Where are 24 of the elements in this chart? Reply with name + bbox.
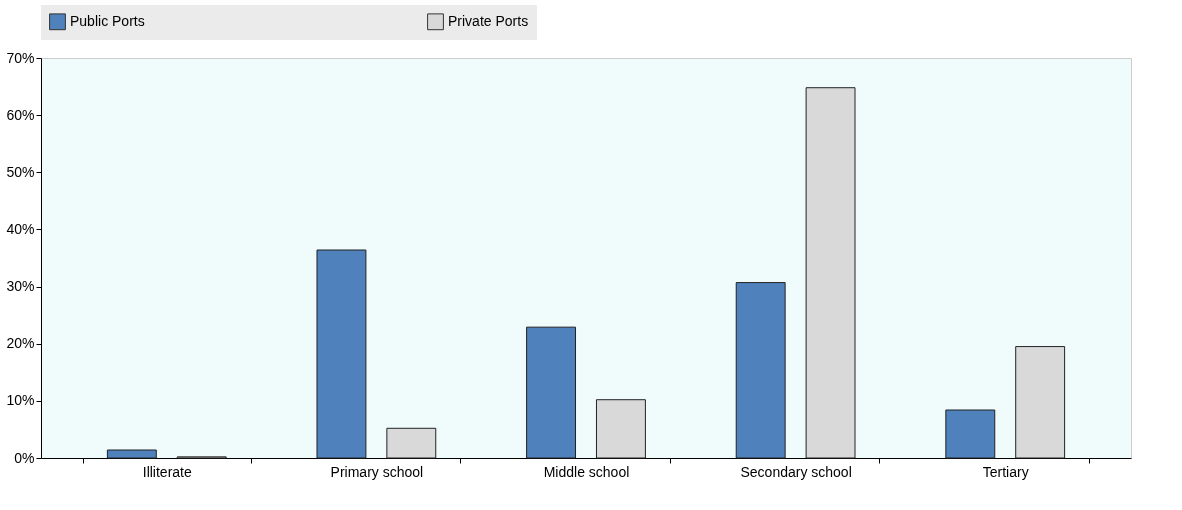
legend-label: Public Ports bbox=[70, 12, 145, 29]
bar bbox=[945, 409, 996, 459]
legend-label: Private Ports bbox=[448, 12, 529, 29]
x-tick-label: Tertiary bbox=[982, 463, 1029, 480]
y-tick-label: 20% bbox=[6, 335, 35, 352]
y-tick-label: 10% bbox=[6, 392, 35, 409]
x-tick-label: Middle school bbox=[543, 463, 630, 480]
bar bbox=[526, 326, 577, 459]
bar bbox=[1015, 346, 1066, 459]
bar bbox=[386, 427, 437, 459]
x-tick-label: Illiterate bbox=[142, 463, 192, 480]
bar bbox=[595, 399, 646, 459]
y-tick-label: 40% bbox=[6, 220, 35, 237]
bar bbox=[106, 449, 157, 459]
y-tick-label: 70% bbox=[6, 49, 35, 66]
y-tick-label: 0% bbox=[14, 449, 35, 466]
bar bbox=[316, 249, 367, 459]
y-tick-label: 30% bbox=[6, 278, 35, 295]
x-tick-label: Secondary school bbox=[740, 463, 852, 480]
y-tick-label: 50% bbox=[6, 163, 35, 180]
y-tick-label: 60% bbox=[6, 106, 35, 123]
x-tick-label: Primary school bbox=[330, 463, 424, 480]
bar bbox=[735, 282, 786, 459]
bar bbox=[805, 87, 856, 459]
